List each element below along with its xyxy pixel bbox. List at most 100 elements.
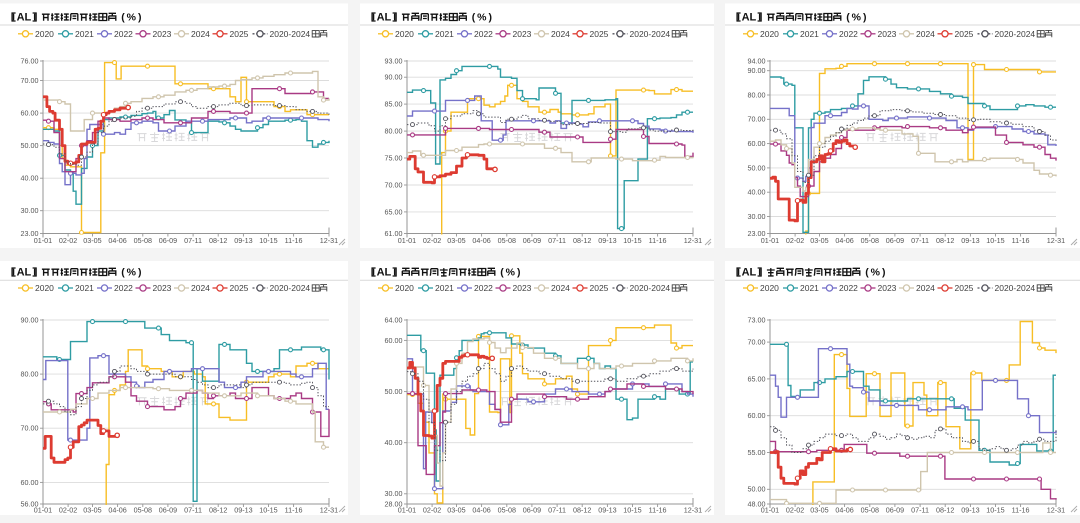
svg-text:11-16: 11-16 <box>285 506 303 515</box>
svg-text:65.00: 65.00 <box>385 207 403 216</box>
svg-text:08-12: 08-12 <box>209 236 227 245</box>
svg-text:02-02: 02-02 <box>59 506 77 515</box>
svg-text:01-01: 01-01 <box>761 236 779 245</box>
svg-text:2020: 2020 <box>395 283 414 293</box>
svg-text:02-02: 02-02 <box>423 506 441 515</box>
svg-text:12-31: 12-31 <box>684 236 702 245</box>
svg-text:(%): (%) <box>865 267 887 279</box>
svg-text:08-12: 08-12 <box>936 236 954 245</box>
svg-text:40.00: 40.00 <box>21 174 39 183</box>
svg-text:50.00: 50.00 <box>748 485 766 494</box>
svg-text:12-31: 12-31 <box>320 236 338 245</box>
svg-text:10-15: 10-15 <box>623 236 641 245</box>
svg-text:09-13: 09-13 <box>234 236 252 245</box>
svg-text:01-01: 01-01 <box>761 506 779 515</box>
svg-text:2023: 2023 <box>513 283 532 293</box>
svg-text:AL: AL <box>17 12 32 24</box>
svg-text:2020: 2020 <box>760 283 779 293</box>
svg-text:2021: 2021 <box>75 29 94 39</box>
svg-text:2024: 2024 <box>191 283 210 293</box>
svg-text:2021: 2021 <box>800 283 819 293</box>
svg-text:30.00: 30.00 <box>21 206 39 215</box>
svg-text:03-05: 03-05 <box>447 506 465 515</box>
svg-text:2023: 2023 <box>153 283 172 293</box>
svg-text:56.00: 56.00 <box>21 499 39 508</box>
svg-text:10-15: 10-15 <box>623 506 641 515</box>
svg-text:93.00: 93.00 <box>385 56 403 65</box>
svg-text:65.00: 65.00 <box>748 374 766 383</box>
svg-text:04-06: 04-06 <box>835 506 853 515</box>
svg-text:08-12: 08-12 <box>209 506 227 515</box>
svg-text:2024: 2024 <box>551 29 570 39</box>
svg-text:AL: AL <box>377 12 392 24</box>
svg-text:2020: 2020 <box>760 29 779 39</box>
svg-text:61.00: 61.00 <box>385 229 403 238</box>
svg-text:08-12: 08-12 <box>573 506 591 515</box>
svg-text:2022: 2022 <box>474 283 493 293</box>
svg-text:2025: 2025 <box>230 283 249 293</box>
svg-text:(%): (%) <box>846 12 868 24</box>
svg-text:04-06: 04-06 <box>835 236 853 245</box>
svg-text:01-01: 01-01 <box>34 506 52 515</box>
svg-text:10-15: 10-15 <box>259 506 277 515</box>
svg-text:12-31: 12-31 <box>320 506 338 515</box>
svg-text:11-16: 11-16 <box>1012 506 1030 515</box>
svg-text:70.00: 70.00 <box>748 338 766 347</box>
svg-text:09-13: 09-13 <box>234 506 252 515</box>
svg-text:02-02: 02-02 <box>59 236 77 245</box>
svg-text:05-08: 05-08 <box>134 236 152 245</box>
svg-text:2023: 2023 <box>878 29 897 39</box>
svg-text:60.00: 60.00 <box>748 411 766 420</box>
svg-text:06-09: 06-09 <box>523 506 541 515</box>
svg-text:04-06: 04-06 <box>108 506 126 515</box>
svg-text:23.00: 23.00 <box>21 229 39 238</box>
svg-text:2022: 2022 <box>839 29 858 39</box>
svg-text:07-11: 07-11 <box>911 236 929 245</box>
svg-text:09-13: 09-13 <box>961 236 979 245</box>
svg-text:73.00: 73.00 <box>748 315 766 324</box>
svg-text:04-06: 04-06 <box>472 236 490 245</box>
svg-text:12-31: 12-31 <box>1047 506 1065 515</box>
svg-text:03-05: 03-05 <box>83 236 101 245</box>
svg-text:11-16: 11-16 <box>649 236 667 245</box>
svg-text:2024: 2024 <box>916 29 935 39</box>
svg-text:55.00: 55.00 <box>748 448 766 457</box>
svg-text:2020-2024: 2020-2024 <box>630 29 671 39</box>
svg-text:01-01: 01-01 <box>34 236 52 245</box>
svg-text:07-11: 07-11 <box>911 506 929 515</box>
svg-text:70.00: 70.00 <box>21 424 39 433</box>
svg-text:60.00: 60.00 <box>385 336 403 345</box>
svg-text:2025: 2025 <box>955 29 974 39</box>
svg-text:80.00: 80.00 <box>748 90 766 99</box>
svg-text:2023: 2023 <box>153 29 172 39</box>
svg-text:2020-2024: 2020-2024 <box>995 29 1036 39</box>
svg-text:12-31: 12-31 <box>684 506 702 515</box>
svg-text:85.00: 85.00 <box>385 100 403 109</box>
svg-text:02-02: 02-02 <box>423 236 441 245</box>
svg-text:70.00: 70.00 <box>21 76 39 85</box>
svg-text:04-06: 04-06 <box>472 506 490 515</box>
svg-text:80.00: 80.00 <box>21 370 39 379</box>
svg-text:03-05: 03-05 <box>83 506 101 515</box>
svg-text:30.00: 30.00 <box>385 489 403 498</box>
svg-text:10-15: 10-15 <box>259 236 277 245</box>
svg-text:07-11: 07-11 <box>548 236 566 245</box>
svg-text:90.00: 90.00 <box>385 73 403 82</box>
svg-text:01-01: 01-01 <box>398 236 416 245</box>
svg-text:2024: 2024 <box>191 29 210 39</box>
svg-text:70.00: 70.00 <box>748 115 766 124</box>
svg-text:2023: 2023 <box>878 283 897 293</box>
svg-text:09-13: 09-13 <box>598 506 616 515</box>
svg-text:AL: AL <box>377 267 392 279</box>
svg-text:64.00: 64.00 <box>385 315 403 324</box>
svg-text:2024: 2024 <box>551 283 570 293</box>
svg-text:AL: AL <box>742 267 757 279</box>
svg-text:30.00: 30.00 <box>748 212 766 221</box>
svg-text:03-05: 03-05 <box>810 236 828 245</box>
svg-text:05-08: 05-08 <box>861 236 879 245</box>
svg-text:2022: 2022 <box>839 283 858 293</box>
svg-text:07-11: 07-11 <box>184 236 202 245</box>
svg-text:08-12: 08-12 <box>936 506 954 515</box>
svg-text:75.00: 75.00 <box>385 153 403 162</box>
svg-text:2025: 2025 <box>955 283 974 293</box>
